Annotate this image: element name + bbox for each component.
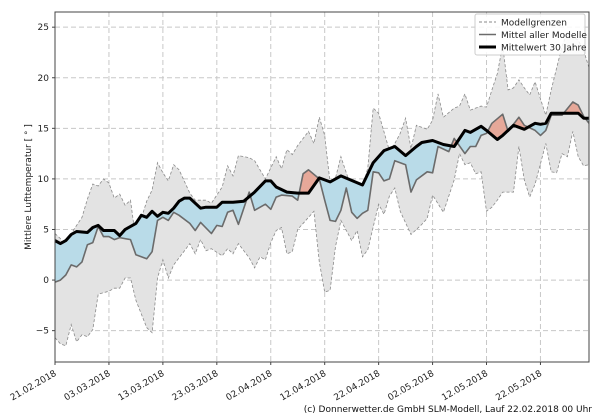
x-tick-label: 03.03.2018 [63, 369, 113, 404]
x-tick-label: 02.05.2018 [386, 369, 436, 404]
x-tick-label: 12.05.2018 [440, 369, 490, 404]
y-tick-label: 25 [38, 23, 49, 33]
y-tick-label: 5 [43, 225, 49, 235]
x-tick-label: 23.03.2018 [171, 369, 221, 404]
y-tick-label: −5 [36, 327, 49, 337]
climate-mean-line [55, 111, 589, 246]
y-axis: −5 0 5 10 15 20 25 [36, 23, 55, 337]
y-tick-label: 20 [38, 74, 50, 84]
x-axis: 21.02.2018 03.03.2018 13.03.2018 23.03.2018… [9, 362, 544, 403]
y-tick-label: 0 [43, 276, 49, 286]
legend: Modellgrenzen Mittel aller Modelle Mitte… [474, 13, 587, 56]
legend-label-modellgrenzen: Modellgrenzen [501, 19, 567, 29]
x-tick-label: 13.03.2018 [117, 369, 167, 404]
legend-label-mittelwert-30-jahre: Mittelwert 30 Jahre [501, 44, 587, 54]
x-tick-label: 02.04.2018 [225, 369, 275, 404]
legend-label-mittel-aller-modelle: Mittel aller Modelle [501, 31, 587, 41]
y-tick-label: 10 [38, 175, 50, 185]
x-tick-label: 12.04.2018 [279, 369, 329, 404]
y-tick-label: 15 [38, 124, 49, 134]
plot-frame [54, 11, 590, 363]
x-tick-label: 22.04.2018 [333, 369, 383, 404]
x-tick-label: 22.05.2018 [494, 369, 544, 404]
copyright-footer: (c) Donnerwetter.de GmbH SLM-Modell, Lau… [303, 405, 592, 415]
model-lower-bound-line [55, 131, 589, 347]
y-axis-label: Mittlere Lufttemperatur [ ° ] [24, 124, 34, 250]
x-tick-label: 21.02.2018 [9, 369, 59, 404]
